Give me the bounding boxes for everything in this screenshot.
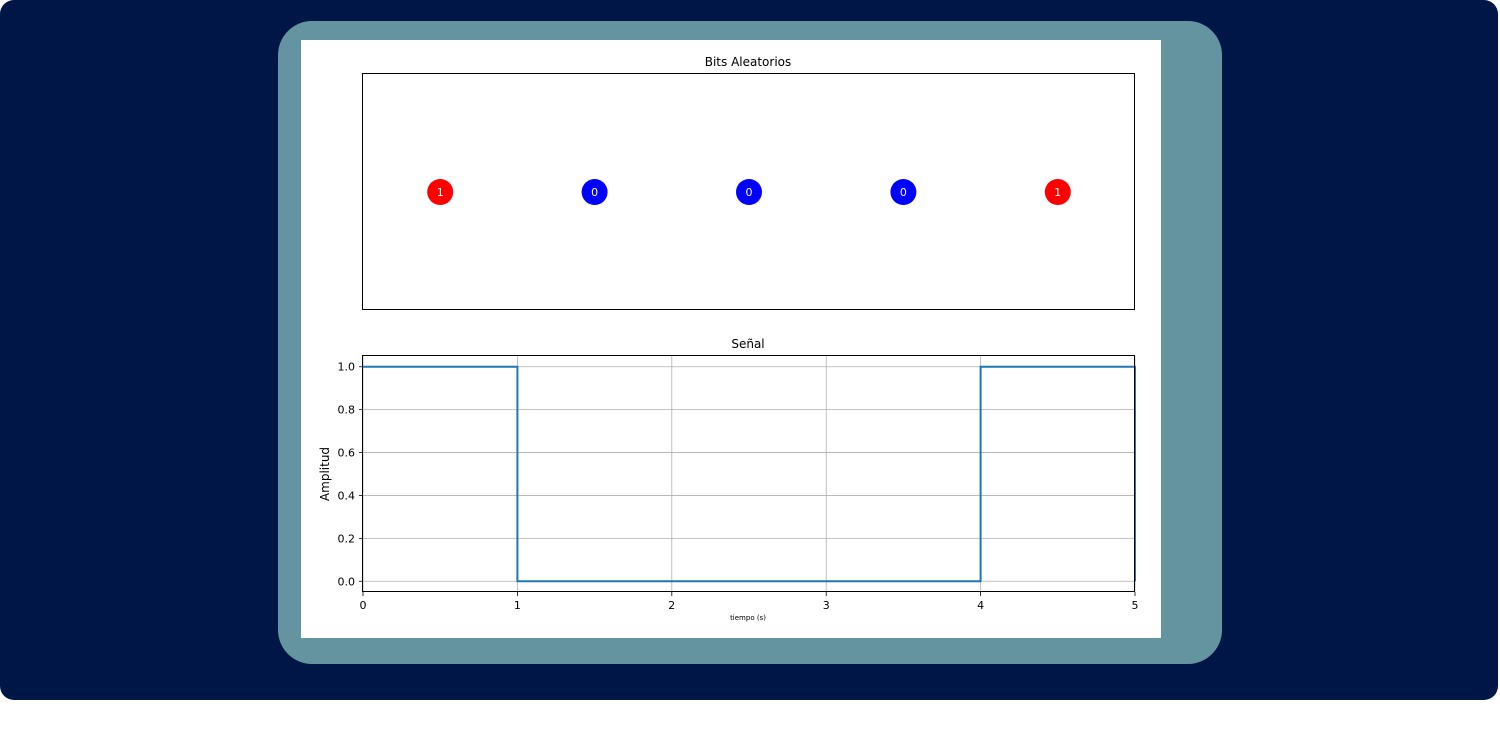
signal-series-line (363, 365, 1136, 583)
bits-chart-title: Bits Aleatorios (705, 55, 792, 69)
figure-canvas: Bits Aleatorios 1 0 0 0 1 Señal 0 1 2 3 4 5 0.0 0.2… (318, 55, 1139, 622)
x-tick-label: 1 (514, 599, 521, 612)
signal-grid (362, 356, 1136, 592)
y-tick-label: 0.0 (338, 575, 356, 588)
bit-label: 0 (746, 186, 753, 199)
signal-y-axis-label: Amplitud (318, 447, 332, 501)
y-tick-label: 1.0 (338, 361, 356, 374)
signal-ticks: 0 1 2 3 4 5 0.0 0.2 0.4 0.6 0.8 1.0 (338, 361, 1139, 612)
bit-label: 1 (1054, 186, 1061, 199)
bit-marker (1044, 179, 1071, 205)
x-tick-label: 5 (1132, 599, 1139, 612)
y-tick-label: 0.6 (338, 447, 356, 460)
bits-marks: 1 0 0 0 1 (427, 179, 1071, 205)
signal-chart-title: Señal (731, 337, 764, 351)
bit-marker (736, 179, 762, 205)
y-tick-label: 0.4 (338, 489, 356, 502)
bit-marker (427, 179, 454, 205)
signal-panel: Señal 0 1 2 3 4 5 0.0 0.2 0.4 0.6 0.8 1.0 tiempo (s… (318, 337, 1139, 622)
bit-label: 0 (900, 186, 907, 199)
signal-x-axis-label: tiempo (s) (730, 614, 766, 622)
figure: Bits Aleatorios 1 0 0 0 1 Señal 0 1 2 3 4 5 0.0 0.2… (301, 40, 1161, 638)
bit-label: 1 (437, 186, 444, 199)
bits-panel: Bits Aleatorios 1 0 0 0 1 (362, 55, 1135, 310)
bit-label: 0 (591, 186, 598, 199)
x-tick-label: 2 (668, 599, 675, 612)
bit-marker (581, 179, 608, 205)
bits-axes-frame (362, 73, 1135, 310)
y-tick-label: 0.8 (338, 404, 356, 417)
signal-axes-frame (362, 355, 1135, 592)
x-tick-label: 4 (977, 599, 984, 612)
bit-marker (890, 179, 917, 205)
x-tick-label: 3 (823, 599, 830, 612)
y-tick-label: 0.2 (338, 532, 356, 545)
x-tick-label: 0 (360, 599, 367, 612)
